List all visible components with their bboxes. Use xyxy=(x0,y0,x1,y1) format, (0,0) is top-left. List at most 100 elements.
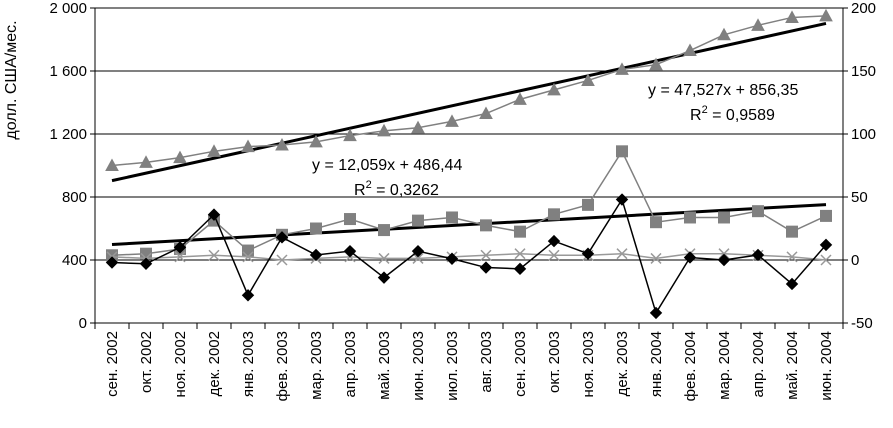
data-point xyxy=(548,249,560,261)
y-right-tick-label: 50 xyxy=(851,189,868,206)
data-point xyxy=(309,248,323,262)
y-axis-label: долл. США/мес. xyxy=(3,20,20,139)
data-point xyxy=(513,92,527,105)
y-right-tick-label: 200 xyxy=(851,0,876,17)
data-point xyxy=(445,252,459,265)
x-tick-label: апр. 2003 xyxy=(342,331,359,398)
data-point xyxy=(615,62,629,75)
x-tick-label: июл. 2003 xyxy=(444,331,461,401)
data-point xyxy=(649,57,663,71)
data-point xyxy=(207,208,221,221)
x-tick-label: ноя. 2002 xyxy=(172,331,189,397)
data-point xyxy=(547,234,561,248)
data-point xyxy=(785,10,799,23)
data-point xyxy=(377,123,391,137)
data-point xyxy=(581,73,595,86)
data-point xyxy=(786,225,798,238)
data-point xyxy=(241,139,255,153)
series-line xyxy=(111,197,827,315)
trendline-1-r2: R2 = 0,9589 xyxy=(690,104,775,124)
x-tick-label: ноя. 2003 xyxy=(580,331,597,397)
trendline-1-equation: y = 47,527x + 856,35 xyxy=(648,82,798,99)
x-tick-label: авг. 2003 xyxy=(478,331,495,393)
trendlines xyxy=(111,21,827,246)
x-tick-label: мар. 2003 xyxy=(308,331,325,400)
y-right-tick-label: 0 xyxy=(851,252,859,269)
data-point xyxy=(480,249,492,261)
data-point xyxy=(751,248,765,262)
data-point xyxy=(479,106,493,120)
data-point xyxy=(275,231,289,244)
data-point xyxy=(174,251,186,263)
data-point xyxy=(819,8,833,22)
data-point xyxy=(581,247,595,260)
data-point xyxy=(207,144,221,157)
x-tick-label: мар. 2004 xyxy=(716,331,733,400)
series-group xyxy=(105,8,833,320)
data-point xyxy=(139,155,153,168)
trendline-2-r2: R2 = 0,3262 xyxy=(354,179,439,199)
x-tick-label: окт. 2003 xyxy=(546,331,563,393)
data-point xyxy=(683,251,697,264)
data-point xyxy=(751,18,765,31)
x-tick-label: май. 2003 xyxy=(376,331,393,400)
data-point xyxy=(650,216,662,229)
data-point xyxy=(276,254,288,266)
trendline-2-equation: y = 12,059x + 486,44 xyxy=(312,157,462,174)
data-point xyxy=(105,158,119,171)
data-point xyxy=(582,198,594,211)
x-tick-label: сен. 2003 xyxy=(512,331,529,397)
series-diamond xyxy=(105,193,833,320)
data-point xyxy=(718,211,730,224)
x-tick-label: сен. 2002 xyxy=(104,331,121,397)
data-point xyxy=(616,145,628,158)
data-point xyxy=(752,205,764,218)
data-point xyxy=(514,225,526,238)
y-right-tick-label: 100 xyxy=(851,126,876,143)
data-point xyxy=(105,256,119,269)
y-right-tick-label: -50 xyxy=(851,315,873,332)
data-point xyxy=(208,249,220,261)
x-tick-label: окт. 2002 xyxy=(138,331,155,393)
data-point xyxy=(343,244,357,258)
x-tick-label: дек. 2003 xyxy=(614,331,631,396)
data-point xyxy=(173,241,187,254)
series-line xyxy=(111,149,827,257)
data-point xyxy=(513,262,527,276)
y-right-tick-label: 150 xyxy=(851,63,876,80)
x-tick-label: июн. 2004 xyxy=(818,331,835,401)
data-point xyxy=(377,271,391,284)
x-tick-label: янв. 2003 xyxy=(240,331,257,397)
data-point xyxy=(242,244,254,257)
data-point xyxy=(139,257,153,270)
data-point xyxy=(819,238,833,252)
x-axis: сен. 2002 окт. 2002 ноя. 2002 дек. 2002 янв.… xyxy=(94,323,844,401)
data-point xyxy=(173,150,187,164)
data-point xyxy=(479,261,493,274)
series-triangle xyxy=(105,8,833,171)
y-left-tick-label: 2 000 xyxy=(49,0,87,17)
data-point xyxy=(480,219,492,232)
y-left-tick-label: 0 xyxy=(79,315,87,332)
data-point xyxy=(446,211,458,224)
data-point xyxy=(820,254,832,266)
data-point xyxy=(548,208,560,221)
y-left-tick-label: 800 xyxy=(62,189,87,206)
x-tick-label: май. 2004 xyxy=(784,331,801,400)
y-axis-left: 0 400 800 1 200 1 600 2 000 xyxy=(49,0,95,332)
series-line xyxy=(111,15,827,167)
plot-area-frame xyxy=(94,7,844,324)
trendline-1 xyxy=(111,21,827,183)
y-left-tick-label: 400 xyxy=(62,252,87,269)
data-point xyxy=(343,128,357,142)
x-tick-label: янв. 2004 xyxy=(648,331,665,397)
data-point xyxy=(344,213,356,226)
y-left-tick-label: 1 600 xyxy=(49,63,87,80)
data-point xyxy=(785,277,799,291)
data-point xyxy=(650,252,662,264)
data-point xyxy=(412,214,424,227)
data-point xyxy=(717,253,731,267)
data-point xyxy=(615,193,629,206)
x-tick-label: апр. 2004 xyxy=(750,331,767,398)
